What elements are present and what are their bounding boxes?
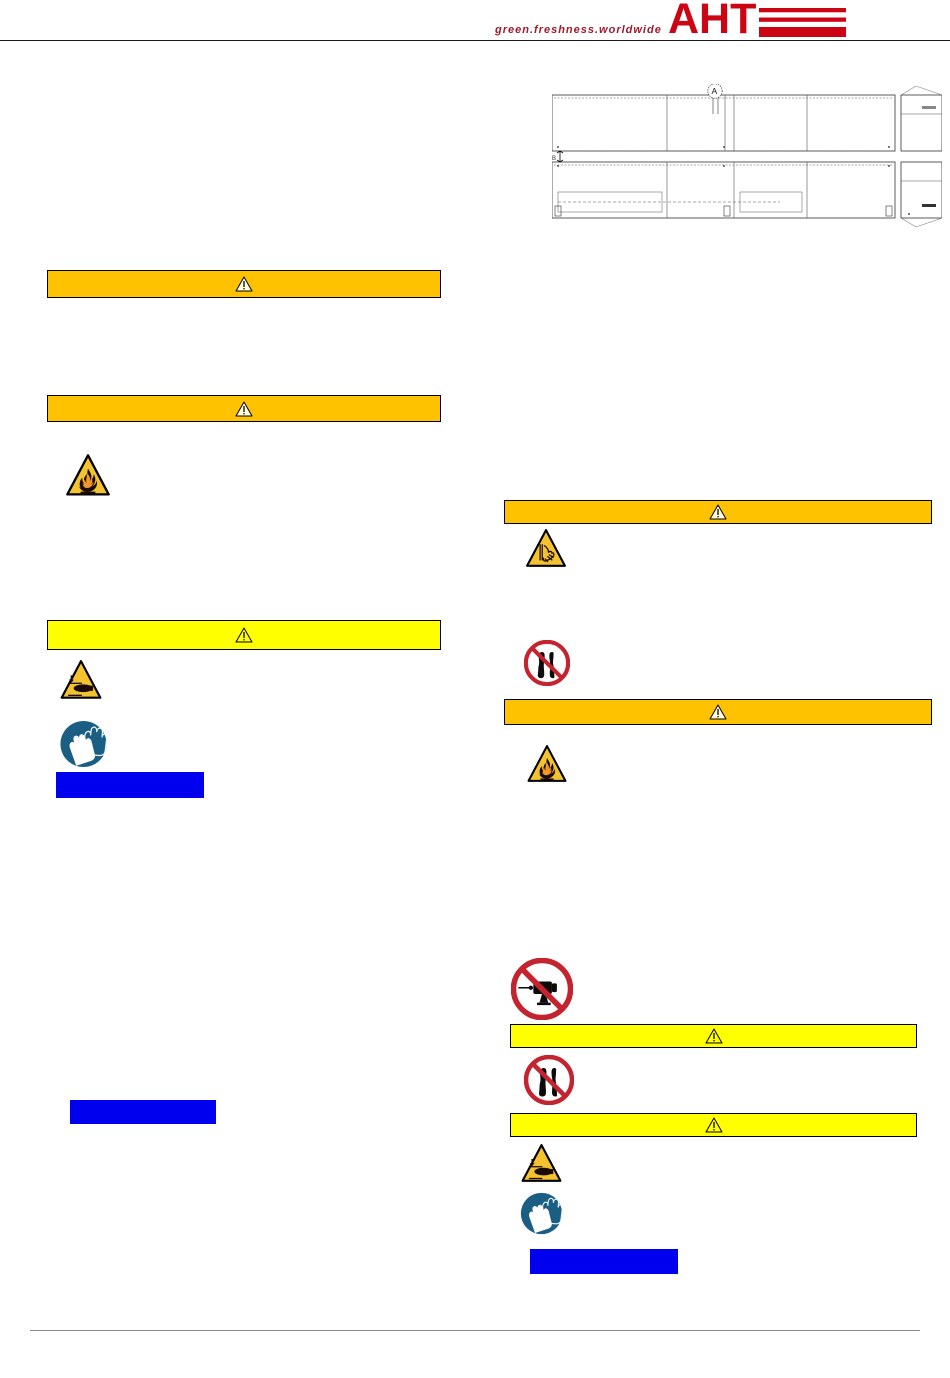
svg-text:B: B: [552, 156, 556, 162]
svg-text:A: A: [712, 86, 718, 96]
